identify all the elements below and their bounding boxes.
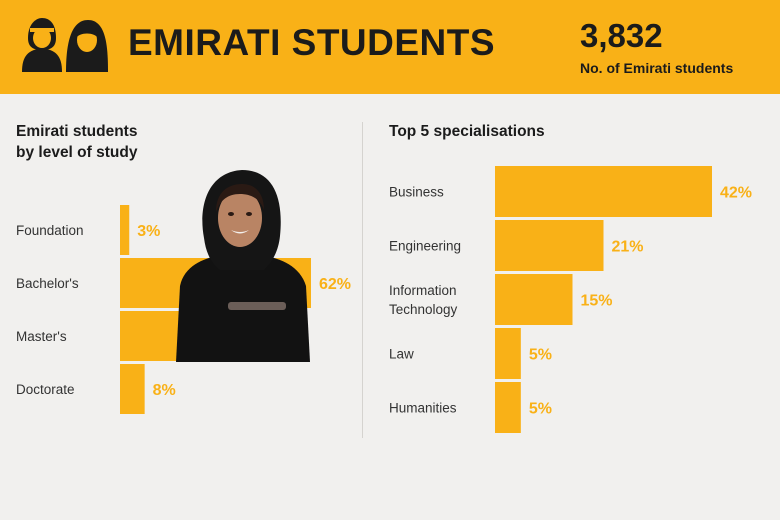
specialisation-bar	[495, 220, 604, 271]
specialisation-category-label: Information	[389, 283, 457, 298]
specialisation-value-label: 5%	[529, 347, 552, 364]
level-of-study-bar	[120, 205, 130, 255]
header-banner: EMIRATI STUDENTS 3,832 No. of Emirati st…	[0, 0, 780, 94]
specialisation-category-label: Law	[389, 347, 414, 362]
level-of-study-category-label: Bachelor's	[16, 276, 79, 291]
level-of-study-category-label: Master's	[16, 329, 67, 344]
specialisations-chart: Business 42% Engineering 21% Information Tech…	[389, 166, 752, 433]
specialisation-category-label: Business	[389, 185, 444, 200]
section-divider	[362, 122, 363, 438]
level-of-study-category-label: Doctorate	[16, 382, 75, 397]
specialisation-value-label: 42%	[720, 185, 752, 202]
left-chart-title-line-2: by level of study	[16, 144, 138, 161]
student-photo	[176, 170, 310, 362]
level-of-study-value-label: 8%	[153, 382, 176, 399]
stat-number: 3,832	[580, 17, 663, 54]
stat-label: No. of Emirati students	[580, 60, 734, 76]
specialisation-category-label: Technology	[389, 302, 458, 317]
level-of-study-value-label: 3%	[137, 223, 160, 240]
specialisation-bar	[495, 166, 712, 217]
specialisation-category-label: Engineering	[389, 239, 461, 254]
right-chart-title: Top 5 specialisations	[389, 123, 545, 140]
level-of-study-category-label: Foundation	[16, 223, 84, 238]
specialisation-value-label: 5%	[529, 401, 552, 418]
level-of-study-bar	[120, 364, 145, 414]
specialisation-category-label: Humanities	[389, 401, 457, 416]
level-of-study-value-label: 62%	[319, 276, 351, 293]
left-chart-title-line-1: Emirati students	[16, 123, 138, 140]
specialisation-bar	[495, 328, 521, 379]
specialisation-value-label: 15%	[581, 293, 613, 310]
specialisation-bar	[495, 382, 521, 433]
specialisation-bar	[495, 274, 573, 325]
left-chart-title: Emirati students by level of study	[16, 121, 137, 163]
page-title: EMIRATI STUDENTS	[128, 22, 496, 63]
students-icon	[22, 18, 108, 72]
specialisation-value-label: 21%	[612, 239, 644, 256]
